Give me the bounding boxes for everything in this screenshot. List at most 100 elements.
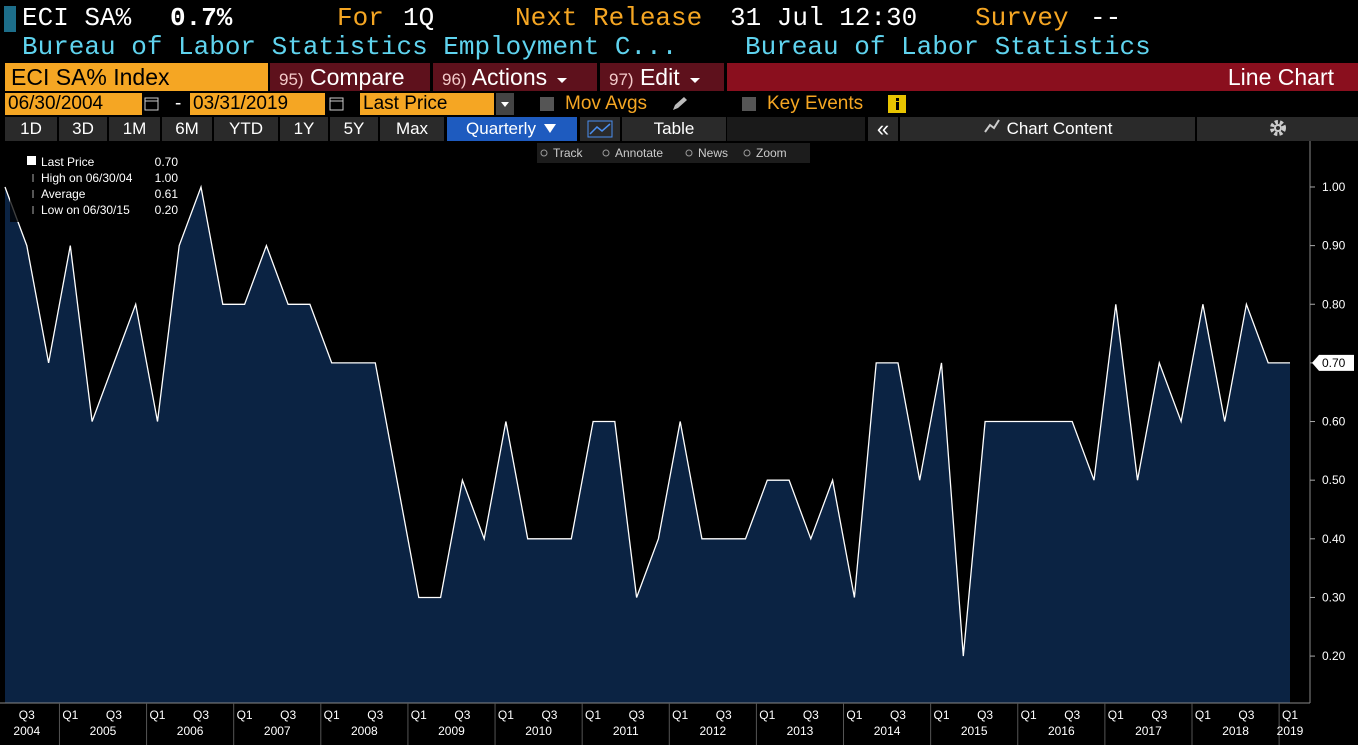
compare-button[interactable]: 95) Compare: [270, 63, 430, 91]
x-tick-label: Q3: [629, 708, 645, 722]
chart-tools: [537, 143, 810, 163]
start-date[interactable]: 06/30/2004: [5, 93, 142, 115]
y-tick-label: 0.20: [1322, 649, 1346, 663]
x-tick-label: Q3: [890, 708, 906, 722]
x-tick-label: Q3: [193, 708, 209, 722]
field-dropdown[interactable]: [496, 93, 514, 115]
y-tick-label: 0.90: [1322, 239, 1346, 253]
legend-label: Low on 06/30/15: [41, 203, 130, 217]
year-label: 2006: [177, 724, 204, 738]
frequency-button[interactable]: Quarterly: [447, 117, 577, 141]
x-tick-label: Q1: [1195, 708, 1211, 722]
line: [4, 184, 1290, 657]
source: Bureau of Labor Statistics: [745, 32, 1151, 62]
x-tick-label: Q3: [716, 708, 732, 722]
end-date[interactable]: 03/31/2019: [190, 93, 325, 115]
axis-background: [1310, 141, 1358, 745]
y-tick-label: 0.80: [1322, 297, 1346, 311]
y-tick-label: 0.50: [1322, 473, 1346, 487]
year-label: 2016: [1048, 724, 1075, 738]
collapse-button[interactable]: «: [868, 117, 898, 141]
tool-label: News: [698, 146, 728, 160]
spacer: [727, 117, 865, 141]
legend-label: Average: [41, 187, 86, 201]
range-button[interactable]: YTD: [214, 117, 278, 141]
area: [5, 187, 1290, 703]
tool-icon: [685, 149, 693, 157]
button-label: Compare: [309, 64, 405, 90]
year-label: 2008: [351, 724, 378, 738]
year-label: 2019: [1277, 724, 1304, 738]
last-value-marker: [1312, 354, 1354, 371]
edit-button[interactable]: 97) Edit: [600, 63, 724, 91]
range-button[interactable]: 5Y: [330, 117, 378, 141]
range-button[interactable]: 1D: [5, 117, 57, 141]
x-tick-label: Q3: [803, 708, 819, 722]
button-number: 95): [279, 70, 304, 89]
checkbox[interactable]: [742, 97, 756, 111]
survey: --: [1090, 3, 1122, 33]
year-label: 2013: [787, 724, 814, 738]
legend-box: [10, 150, 184, 222]
status-marker: [4, 6, 16, 32]
dropdown-arrow: [543, 124, 556, 133]
x-tick-label: Q3: [367, 708, 383, 722]
x-tick-label: Q3: [1238, 708, 1254, 722]
year-label: 2004: [13, 724, 40, 738]
x-tick-label: Q1: [498, 708, 514, 722]
year-label: 2017: [1135, 724, 1162, 738]
x-tick-label: Q1: [62, 708, 78, 722]
table-button[interactable]: Table: [622, 117, 726, 141]
x-tick-label: Q1: [846, 708, 862, 722]
button-number: 97): [609, 70, 634, 89]
y-tick-label: 0.40: [1322, 532, 1346, 546]
tool-label: Zoom: [756, 146, 787, 160]
last-value-label: 0.70: [1322, 356, 1346, 370]
year-label: 2011: [613, 724, 639, 738]
year-label: 2007: [264, 724, 291, 738]
ticker: ECI SA%: [22, 3, 132, 33]
button-number: 96): [442, 70, 467, 89]
x-tick-label: Q1: [411, 708, 427, 722]
info-icon[interactable]: [888, 95, 906, 113]
legend-value: 1.00: [155, 171, 179, 185]
calendar-icon[interactable]: [143, 95, 161, 113]
year-label: 2015: [961, 724, 988, 738]
checkbox[interactable]: [540, 97, 554, 111]
legend-label: High on 06/30/04: [41, 171, 133, 185]
legend-label: Last Price: [41, 155, 95, 169]
y-tick-label: 0.30: [1322, 590, 1346, 604]
chart-content-button[interactable]: Chart Content: [900, 117, 1195, 141]
line-chart-icon[interactable]: [580, 117, 620, 141]
tool-label: Annotate: [615, 146, 663, 160]
tool-icon: [743, 149, 751, 157]
legend-value: 0.61: [155, 187, 179, 201]
range-button[interactable]: 3D: [59, 117, 107, 141]
pencil-icon[interactable]: [670, 95, 690, 113]
tool-icon: [540, 149, 548, 157]
calendar-icon[interactable]: [328, 95, 346, 113]
year-label: 2012: [699, 724, 726, 738]
last-value: 0.7%: [170, 3, 233, 33]
chart: 0.20 0.30 0.40 0.50 0.60 0.70 0.80 0.90 1.00 0.70…: [0, 141, 1358, 745]
field-select[interactable]: Last Price: [360, 93, 494, 115]
security-field[interactable]: ECI SA% Index: [5, 63, 268, 91]
legend-swatch: [27, 156, 36, 165]
x-tick-label: Q3: [106, 708, 122, 722]
x-tick-label: Q3: [977, 708, 993, 722]
x-tick-label: Q1: [1108, 708, 1124, 722]
range-button[interactable]: Max: [380, 117, 444, 141]
date-separator: -: [175, 93, 182, 114]
actions-button[interactable]: 96) Actions: [433, 63, 597, 91]
range-button[interactable]: 1M: [109, 117, 160, 141]
settings-button[interactable]: [1197, 117, 1358, 141]
x-tick-label: Q1: [237, 708, 253, 722]
year-label: 2005: [90, 724, 117, 738]
year-label: 2010: [525, 724, 552, 738]
range-button[interactable]: 1Y: [280, 117, 328, 141]
year-label: 2009: [438, 724, 465, 738]
view-title: Line Chart: [727, 63, 1358, 91]
button-label: Actions: [471, 64, 548, 90]
range-button[interactable]: 6M: [162, 117, 212, 141]
